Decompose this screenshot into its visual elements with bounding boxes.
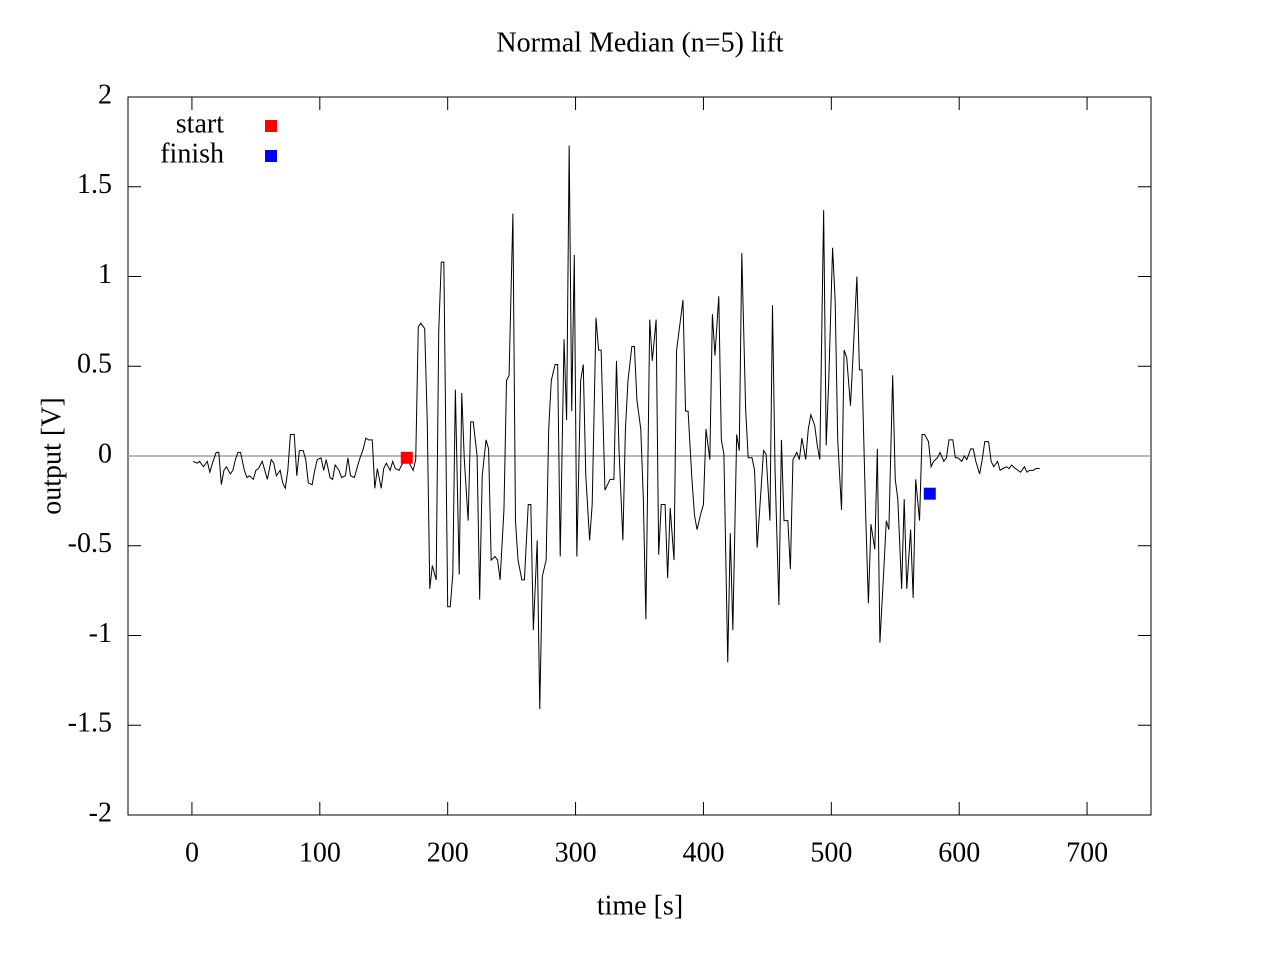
x-tick-label: 200 <box>427 837 469 868</box>
y-tick-label: 1 <box>98 259 112 290</box>
x-tick-label: 0 <box>185 837 199 868</box>
chart-title: Normal Median (n=5) lift <box>496 27 783 58</box>
x-tick-label: 400 <box>682 837 724 868</box>
legend-label: start <box>176 108 224 139</box>
x-tick-label: 600 <box>938 837 980 868</box>
y-tick-label: -1.5 <box>68 708 112 739</box>
y-axis-label: output [V] <box>36 397 67 514</box>
legend-swatch <box>265 150 277 162</box>
event-marker <box>923 487 936 500</box>
y-tick-label: 0.5 <box>77 349 112 380</box>
x-tick-label: 700 <box>1066 837 1108 868</box>
event-marker <box>400 451 413 464</box>
x-tick-label: 100 <box>299 837 341 868</box>
signal-line <box>193 145 1040 710</box>
y-tick-label: 1.5 <box>77 169 112 200</box>
y-tick-label: -0.5 <box>68 528 112 559</box>
y-tick-label: -2 <box>89 797 112 828</box>
y-tick-label: -1 <box>89 618 112 649</box>
y-tick-label: 0 <box>98 438 112 469</box>
x-tick-label: 300 <box>555 837 597 868</box>
x-tick-label: 500 <box>810 837 852 868</box>
legend-label: finish <box>160 138 224 169</box>
x-axis-label: time [s] <box>597 890 683 921</box>
legend-swatch <box>265 120 277 132</box>
y-tick-label: 2 <box>98 79 112 110</box>
